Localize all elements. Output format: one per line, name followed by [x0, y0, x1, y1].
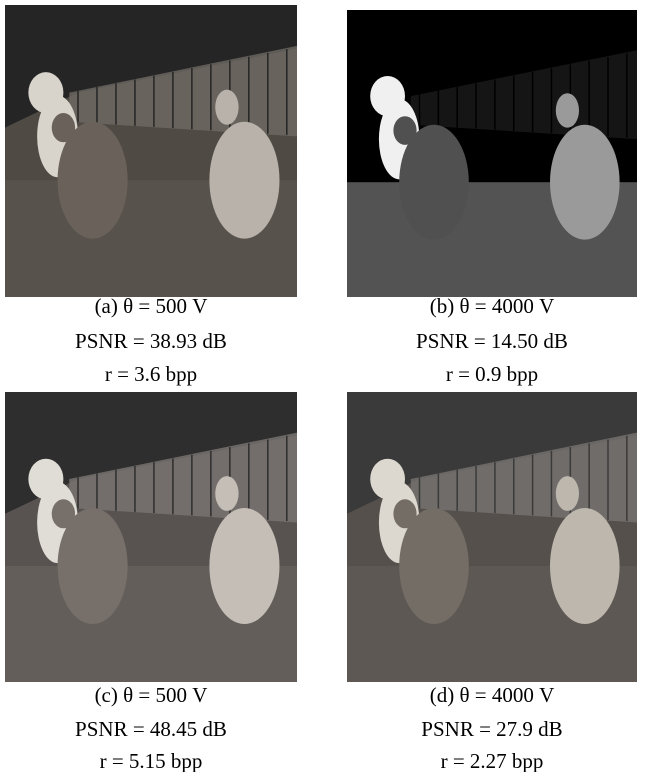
caption-rate: r = 2.27 bpp: [441, 749, 544, 772]
chicken-right-head: [556, 476, 579, 511]
chicken-right-head: [215, 90, 238, 125]
caption-rate: r = 0.9 bpp: [446, 362, 538, 386]
caption-label: (c) θ = 500 V: [95, 683, 208, 707]
dog-head: [28, 72, 63, 113]
figure: (a) θ = 500 V PSNR = 38.93 dB r = 3.6 bpp (…: [0, 0, 645, 772]
chicken-right: [209, 508, 279, 624]
image: [347, 392, 637, 682]
chicken-right-head: [215, 476, 238, 511]
image: [5, 5, 297, 297]
chicken-left-head: [52, 499, 75, 528]
chicken-left-head: [52, 113, 75, 142]
caption-rate: r = 3.6 bpp: [105, 362, 197, 386]
dog-head: [28, 459, 63, 500]
caption-label: (b) θ = 4000 V: [430, 294, 555, 318]
caption-psnr: PSNR = 48.45 dB: [75, 717, 227, 741]
chicken-right: [550, 508, 620, 624]
image: [347, 10, 637, 297]
chicken-left-head: [393, 499, 416, 528]
dog-head: [370, 459, 405, 500]
caption-psnr: PSNR = 14.50 dB: [416, 329, 568, 353]
caption-label: (a) θ = 500 V: [95, 294, 208, 318]
dog-head: [370, 76, 405, 116]
caption-label: (d) θ = 4000 V: [430, 683, 555, 707]
chicken-right: [209, 122, 279, 239]
chicken-left-head: [393, 116, 416, 145]
caption-rate: r = 5.15 bpp: [100, 749, 203, 772]
image: [5, 392, 297, 682]
chicken-right-head: [556, 93, 579, 127]
caption-psnr: PSNR = 27.9 dB: [421, 717, 562, 741]
caption-psnr: PSNR = 38.93 dB: [75, 329, 227, 353]
chicken-right: [550, 125, 620, 240]
